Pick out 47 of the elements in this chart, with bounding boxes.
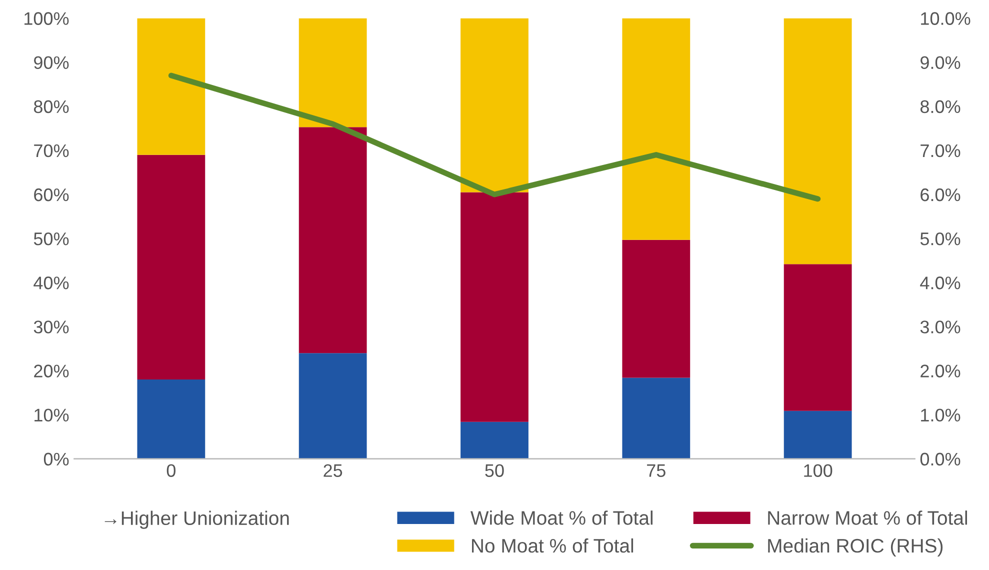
bar: [298, 353, 367, 459]
y-tick-label: 10%: [34, 408, 69, 422]
y2-tick-label: 10.0%: [921, 12, 970, 25]
y2-tick-label: 0.0%: [920, 452, 960, 466]
x-tick-label: 25: [324, 464, 342, 477]
legend-label: Narrow Moat % of Total: [768, 510, 967, 525]
y2-tick-label: 1.0%: [921, 408, 960, 422]
y2-tick-label: 5.0%: [920, 232, 960, 246]
bar: [622, 240, 690, 378]
bar: [298, 18, 367, 128]
y-tick-label: 0%: [44, 452, 69, 466]
bar: [460, 18, 528, 192]
y-tick-label: 70%: [34, 144, 69, 158]
legend-label: No Moat % of Total: [472, 538, 634, 553]
y-tick-label: 40%: [34, 276, 69, 290]
x-tick-label: 50: [485, 464, 504, 477]
bar: [137, 18, 206, 155]
y2-tick-label: 7.0%: [920, 144, 960, 158]
y2-tick-label: 8.0%: [920, 100, 960, 114]
y-tick-label: 80%: [34, 100, 69, 114]
y-tick-label: 20%: [34, 364, 69, 378]
bar: [137, 154, 206, 380]
y2-tick-label: 2.0%: [920, 364, 960, 378]
bar: [460, 192, 528, 422]
y-tick-label: 60%: [34, 188, 69, 202]
legend-label: Median ROIC (RHS): [768, 538, 943, 557]
y2-tick-label: 6.0%: [920, 188, 960, 202]
bar: [298, 127, 367, 354]
y2-tick-label: 3.0%: [920, 320, 960, 334]
bar: [460, 422, 528, 459]
y-tick-label: 30%: [34, 320, 69, 334]
text: →Higher Unionization: [104, 510, 289, 529]
bar: [784, 410, 852, 459]
x-tick-label: 0: [166, 464, 176, 477]
bar: [622, 18, 690, 240]
x-tick-label: 100: [804, 464, 832, 477]
legend-label: Wide Moat % of Total: [470, 510, 652, 525]
x-tick-label: 75: [647, 464, 666, 477]
y2-tick-label: 4.0%: [920, 276, 960, 290]
y-tick-label: 100%: [24, 12, 69, 25]
bar: [784, 264, 852, 411]
bar: [784, 18, 852, 264]
y-tick-label: 50%: [34, 232, 69, 246]
bar: [137, 380, 206, 459]
bar: [622, 378, 690, 459]
y2-tick-label: 9.0%: [920, 56, 960, 70]
y-tick-label: 90%: [34, 56, 69, 70]
